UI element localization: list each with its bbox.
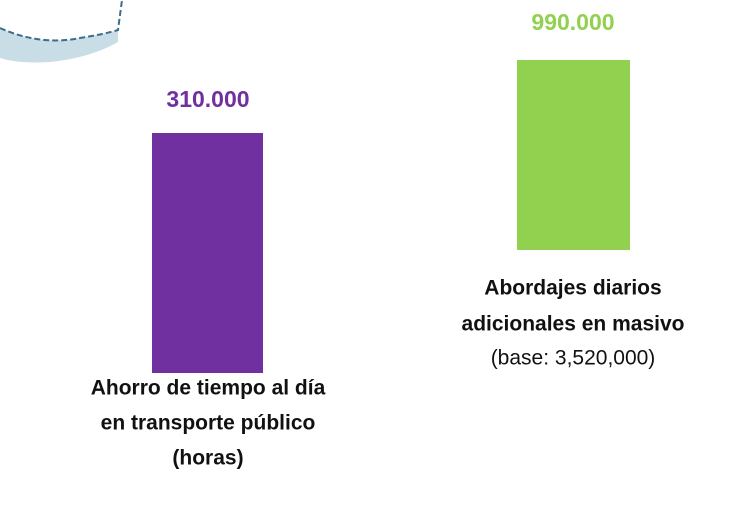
bar [517,60,630,250]
caption: en transporte público [101,412,316,435]
decoration-line [0,0,123,42]
caption-note: (base: 3,520,000) [491,347,656,370]
decoration [0,28,118,63]
caption: Abordajes diarios [484,277,661,300]
caption: adicionales en masivo [462,313,685,336]
caption: (horas) [172,447,243,470]
value-label: 990.000 [531,9,614,35]
value-label: 310.000 [166,86,249,112]
bar [152,133,263,373]
caption: Ahorro de tiempo al día [91,377,326,400]
